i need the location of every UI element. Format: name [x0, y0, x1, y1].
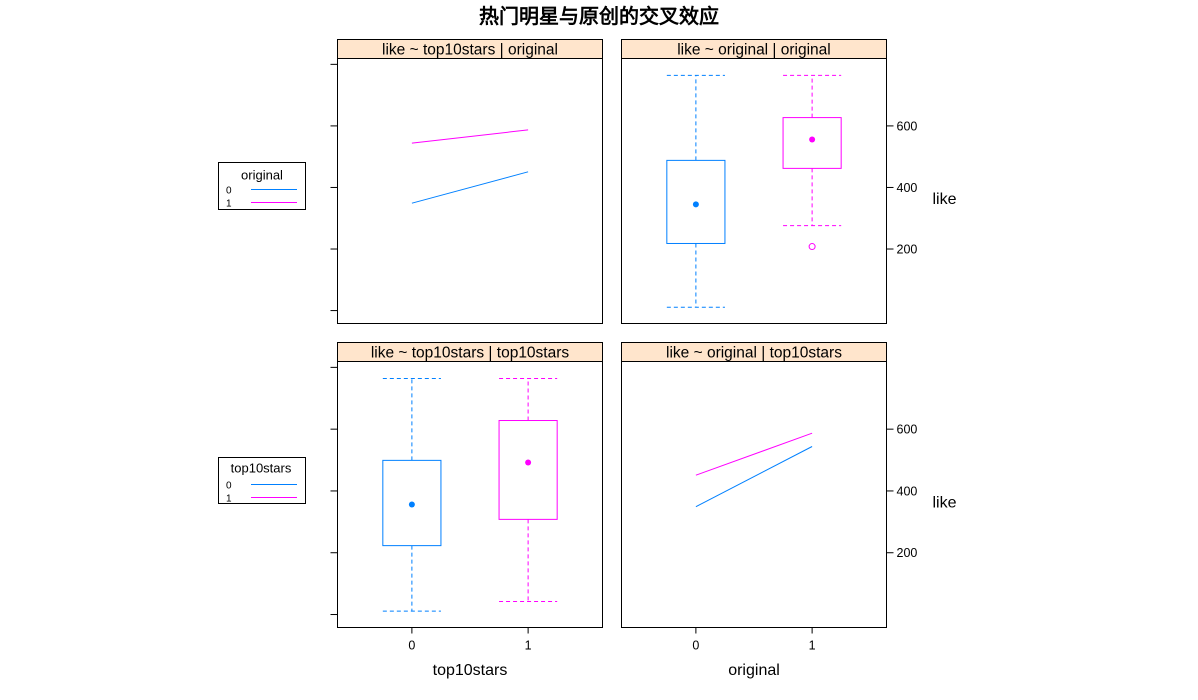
chart-title: 热门明星与原创的交叉效应: [479, 4, 719, 28]
panel-axes: 200 400 600 like: [886, 119, 957, 257]
legend-title: original: [241, 168, 283, 183]
panel-top-right: like ~ original | original 200 400 600 like: [621, 39, 957, 324]
y-tick-label: 200: [897, 243, 918, 257]
median-point: [692, 201, 699, 208]
median-point: [525, 459, 532, 466]
box: [498, 420, 558, 520]
series-line-1: [695, 432, 813, 476]
panel-bottom-right: like ~ original | top10stars 200 400 600 0 1…: [621, 342, 957, 679]
legend-label: 0: [226, 481, 232, 492]
x-axis-title: original: [728, 662, 780, 679]
panel-marks: [382, 377, 558, 612]
panel-frame: [337, 58, 603, 324]
y-tick-label: 400: [897, 484, 918, 498]
legend-title: top10stars: [231, 461, 292, 476]
legend-label: 1: [226, 199, 232, 210]
median-point: [408, 501, 415, 508]
legend-original: original 0 1: [218, 162, 306, 210]
panel-frame: [337, 361, 603, 628]
box-group-0: [666, 74, 726, 308]
x-tick-label: 1: [809, 639, 816, 653]
strip-label: like ~ original | original: [677, 42, 831, 59]
outlier-point: [808, 243, 816, 251]
legend-top10stars: top10stars 0 1: [218, 457, 306, 505]
y-tick-label: 200: [897, 546, 918, 560]
strip-label: like ~ top10stars | original: [382, 42, 558, 59]
legend-box: [218, 457, 306, 504]
legend-label: 0: [226, 186, 232, 197]
panel-axes: 0 1 top10stars: [330, 366, 532, 679]
panel-axes: 200 400 600 0 1 original like: [692, 423, 956, 679]
box: [782, 117, 842, 169]
y-tick-label: 600: [897, 423, 918, 437]
x-tick-label: 0: [408, 639, 415, 653]
panel-marks: [411, 129, 529, 204]
series-line-0: [695, 446, 813, 508]
panel-bottom-left: like ~ top10stars | top10stars 0 1 top10st…: [330, 342, 603, 679]
panel-marks: [666, 74, 842, 308]
x-axis-title: top10stars: [433, 662, 508, 679]
box: [382, 459, 442, 547]
box: [666, 159, 726, 244]
x-tick-label: 0: [692, 639, 699, 653]
panel-frame: [621, 58, 887, 324]
y-axis-title: like: [933, 191, 957, 208]
panel-axes: [330, 63, 338, 312]
median-point: [809, 136, 816, 143]
legend-box: [218, 162, 306, 210]
panel-top-left: like ~ top10stars | original: [330, 39, 603, 324]
box-group-0: [382, 377, 442, 612]
y-tick-label: 600: [897, 119, 918, 133]
legend-label: 1: [226, 494, 232, 505]
box-group-1: [782, 74, 842, 251]
x-tick-label: 1: [525, 639, 532, 653]
panel-marks: [695, 432, 813, 508]
y-tick-label: 400: [897, 181, 918, 195]
panel-frame: [621, 361, 887, 628]
series-line-1: [411, 129, 529, 144]
strip-label: like ~ original | top10stars: [666, 345, 842, 362]
series-line-0: [411, 171, 529, 204]
box-group-1: [498, 377, 558, 603]
strip-label: like ~ top10stars | top10stars: [371, 345, 570, 362]
y-axis-title: like: [933, 495, 957, 512]
